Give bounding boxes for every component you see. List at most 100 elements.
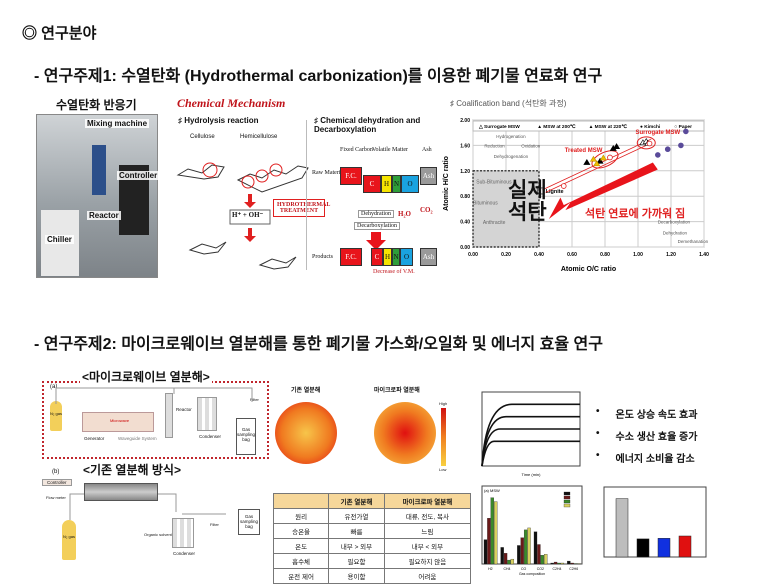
bar	[679, 536, 691, 557]
product-fc-box: F.C.	[340, 248, 362, 266]
gas-cylinder-b: N₂ gas	[62, 520, 76, 560]
gas-bag-b: Gas sampling bag	[238, 509, 260, 535]
table-cell: 운전 제어	[274, 569, 329, 584]
treated-msw-label: Treated MSW	[565, 148, 603, 154]
data-point	[665, 147, 670, 152]
table-cell: 원리	[274, 509, 329, 524]
solvent-label: Organic solvent	[144, 532, 172, 537]
y-tick-label: 2.00	[460, 118, 470, 124]
data-point	[561, 184, 566, 189]
legend-swatch	[564, 500, 570, 503]
coal-type-label: Anthracite	[483, 220, 506, 226]
x-axis-label: Time (min)	[522, 472, 542, 477]
bar	[517, 545, 520, 564]
conventional-sphere-label: 기존 열분해	[291, 385, 320, 394]
conventional-heating-sphere	[275, 402, 337, 464]
coal-type-label: Bituminous	[473, 200, 498, 206]
condenser-label-a: Condenser	[199, 434, 221, 439]
x-tick-label: CO	[521, 567, 527, 571]
conventional-label: <기존 열분해 방식>	[83, 461, 181, 478]
reduction-label: Reduction	[484, 143, 505, 148]
table-header-row: 기존 열분해 마이크로파 열분해	[274, 494, 471, 509]
real-coal-label: 실제 석탄	[508, 180, 547, 224]
data-point	[647, 141, 652, 146]
bullet-list: •온도 상승 속도 효과 •수소 생산 효율 증가 •에너지 소비율 감소	[596, 406, 697, 472]
bar	[551, 563, 554, 564]
coal-type-label: Sub-Bituminous	[476, 180, 512, 186]
reactor-title: 수열탄화 반응기	[56, 96, 137, 113]
bar	[528, 528, 531, 564]
bar	[501, 547, 504, 564]
x-tick-label: CH4	[503, 567, 510, 571]
legend-swatch	[564, 504, 570, 507]
product-ash-box: Ash	[420, 248, 437, 266]
surrogate-msw-label: Surrogate MSW	[635, 130, 680, 136]
x-tick-label: 0.40	[534, 252, 544, 258]
product-n-box: N	[392, 248, 400, 266]
table-cell: 대류, 전도, 복사	[384, 509, 470, 524]
condenser-shape-b	[172, 518, 194, 548]
decarboxylation-label: Decarboxylation	[354, 222, 400, 230]
y-tick-label: 0.40	[460, 220, 470, 226]
controller-b: Controller	[42, 479, 72, 486]
table-cell: 필요하지 않음	[384, 554, 470, 569]
gas-label-b: N₂ gas	[63, 534, 75, 539]
gas-cylinder-a: N₂ gas	[50, 401, 62, 431]
y-axis-label: Atomic H/C ratio	[443, 156, 450, 211]
table-cell: 어려움	[384, 569, 470, 584]
bar	[571, 563, 574, 564]
oxidation-label: Oxidation	[521, 143, 541, 148]
x-tick-label: 0.80	[600, 252, 610, 258]
dehydrogenation-label: Dehydrogenation	[494, 154, 529, 159]
products-label: Products	[312, 254, 333, 260]
legend-entry: △ Surrogate MSW	[478, 124, 520, 130]
bullet-item: •에너지 소비율 감소	[596, 450, 697, 465]
table-cell: 흡수체	[274, 554, 329, 569]
scale-high-label: High	[439, 401, 447, 406]
co2-label: CO₂	[420, 206, 433, 214]
bar	[491, 498, 494, 564]
topic1-title: - 연구주제1: 수열탄화 (Hydrothermal carbonizatio…	[34, 62, 602, 86]
y-tick-label: 0.80	[460, 194, 470, 200]
reactor-label-a: Reactor	[176, 407, 192, 412]
product-chno-boxes: C H N O	[371, 248, 413, 266]
table-cell: 온도	[274, 539, 329, 554]
bar	[616, 499, 628, 557]
waveguide-label: Waveguide System	[118, 436, 157, 441]
bar	[541, 555, 544, 564]
arrow-text: 석탄 연료에 가까워 짐	[585, 205, 685, 221]
bar	[524, 530, 527, 564]
data-point	[655, 153, 660, 158]
lignite-label: Lignite	[546, 189, 564, 195]
hydrothermal-treatment-box: HYDROTHERMAL TREATMENT	[273, 199, 325, 217]
ash-label: Ash	[422, 147, 432, 153]
h-box: H	[381, 175, 392, 193]
bar	[561, 563, 564, 564]
x-tick-label: C2H6	[569, 567, 578, 571]
temperature-scale	[441, 408, 446, 466]
bar	[534, 532, 537, 564]
y-tick-label: 0.00	[460, 245, 470, 251]
x-tick-label: 0.20	[501, 252, 511, 258]
x-tick-label: C2H4	[553, 567, 562, 571]
ions-label: H⁺ + OH⁻	[232, 211, 263, 219]
gas-bag-a: Gas sampling bag	[236, 418, 256, 455]
chart-title: (a) MSW	[484, 488, 500, 493]
table-cell: 느림	[384, 524, 470, 539]
bar	[544, 554, 547, 564]
x-tick-label: 0.00	[468, 252, 478, 258]
bullet-item: •온도 상승 속도 효과	[596, 406, 697, 421]
product-h-box: H	[383, 248, 392, 266]
microwave-sphere-label: 마이크로파 열분해	[374, 385, 420, 394]
table-cell: 유전가열	[329, 509, 385, 524]
data-point	[683, 129, 688, 134]
label-reactor: Reactor	[87, 211, 121, 220]
bar	[554, 562, 557, 564]
mixer-shape	[92, 145, 106, 195]
y-tick-label: 1.60	[460, 143, 470, 149]
table-cell: 승온율	[274, 524, 329, 539]
table-header: 기존 열분해	[329, 494, 385, 509]
